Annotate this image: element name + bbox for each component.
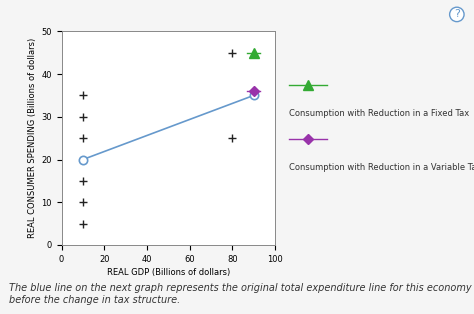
- Text: ?: ?: [454, 9, 460, 19]
- X-axis label: REAL GDP (Billions of dollars): REAL GDP (Billions of dollars): [107, 268, 230, 277]
- Text: Consumption with Reduction in a Fixed Tax: Consumption with Reduction in a Fixed Ta…: [289, 109, 469, 118]
- Y-axis label: REAL CONSUMER SPENDING (Billions of dollars): REAL CONSUMER SPENDING (Billions of doll…: [28, 38, 37, 238]
- Text: The blue line on the next graph represents the original total expenditure line f: The blue line on the next graph represen…: [9, 283, 472, 305]
- Text: Consumption with Reduction in a Variable Tax: Consumption with Reduction in a Variable…: [289, 163, 474, 172]
